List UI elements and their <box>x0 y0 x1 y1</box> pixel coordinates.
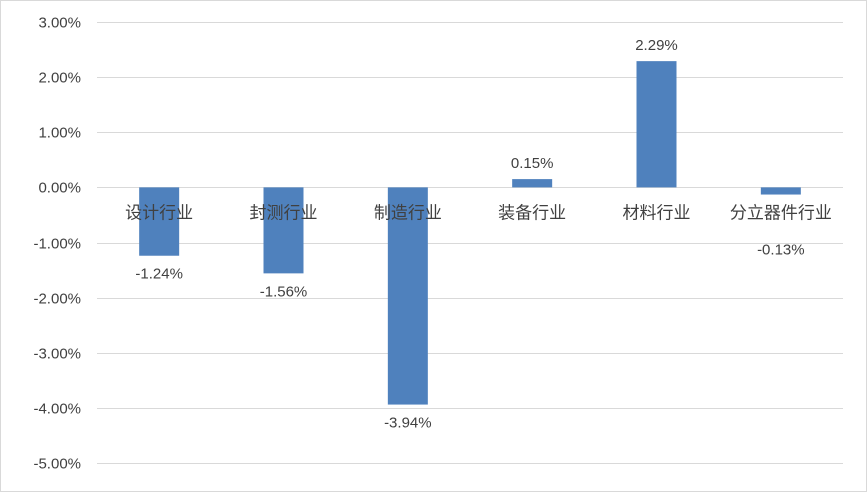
category-label: 封测行业 <box>250 203 318 223</box>
y-tick-label: -4.00% <box>33 401 81 418</box>
category-label: 材料行业 <box>623 203 691 223</box>
bar <box>263 187 304 274</box>
data-label: -3.94% <box>384 415 432 432</box>
data-label: 0.15% <box>511 155 554 172</box>
y-tick-label: -3.00% <box>33 346 81 363</box>
data-label: -1.24% <box>135 266 183 283</box>
bar <box>387 187 428 405</box>
bar <box>512 179 553 188</box>
data-label: -0.13% <box>757 241 805 258</box>
bar <box>760 187 801 195</box>
y-tick-label: 2.00% <box>38 70 81 87</box>
data-label: 2.29% <box>635 37 678 54</box>
category-label: 制造行业 <box>374 203 442 223</box>
bar <box>636 61 677 188</box>
y-tick-label: 0.00% <box>38 180 81 197</box>
data-label: -1.56% <box>260 283 308 300</box>
y-tick-label: 3.00% <box>38 15 81 32</box>
y-tick-label: -5.00% <box>33 456 81 473</box>
category-label: 装备行业 <box>498 203 566 223</box>
y-tick-label: 1.00% <box>38 125 81 142</box>
y-tick-label: -1.00% <box>33 236 81 253</box>
y-tick-label: -2.00% <box>33 291 81 308</box>
bar <box>139 187 180 256</box>
category-label: 设计行业 <box>125 203 193 223</box>
category-label: 分立器件行业 <box>730 203 832 223</box>
